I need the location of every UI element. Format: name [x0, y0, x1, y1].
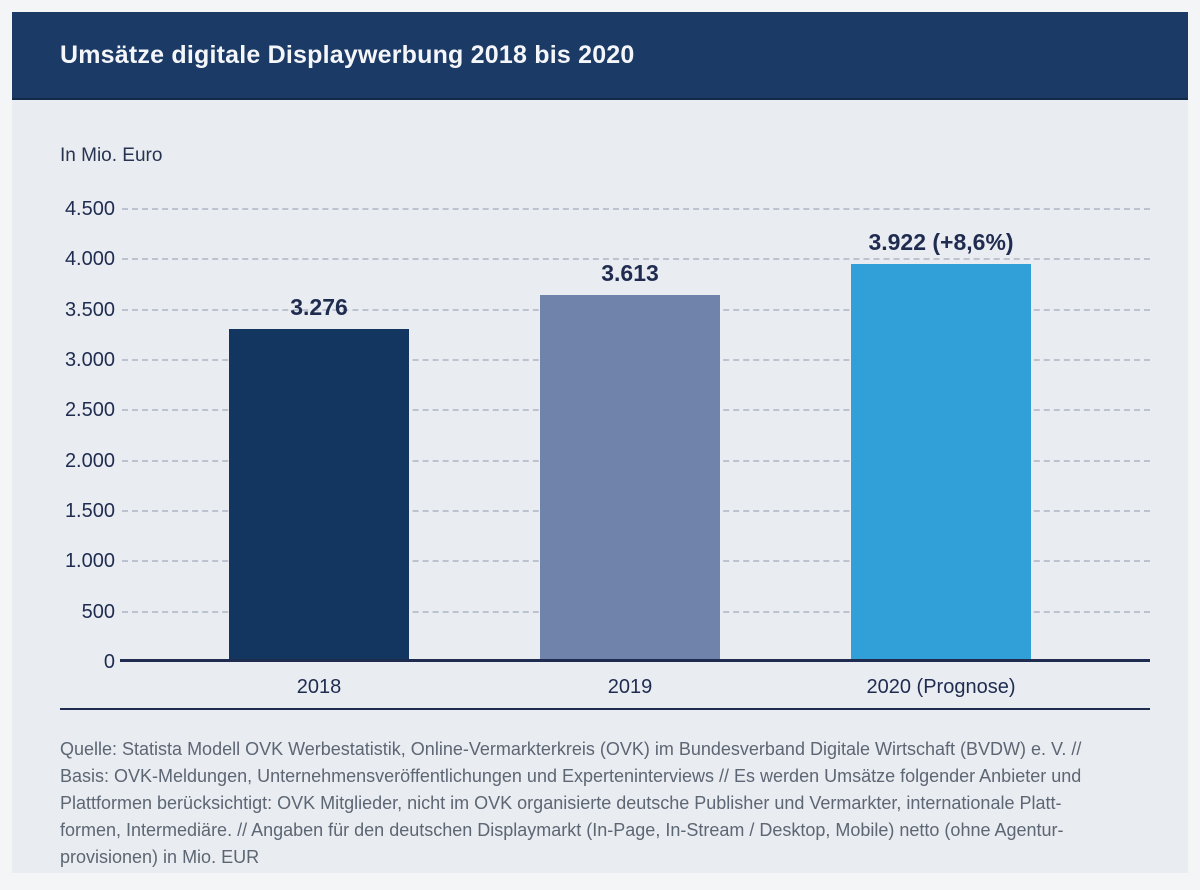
bar-value-label: 3.276 [290, 294, 348, 320]
y-axis-tick-label: 2.000 [64, 449, 115, 472]
infographic-frame: Umsätze digitale Displaywerbung 2018 bis… [12, 12, 1188, 875]
y-axis-tick-label: 4.000 [64, 248, 115, 271]
bar-value-label: 3.922 (+8,6%) [868, 229, 1014, 255]
y-axis-unit-label: In Mio. Euro [60, 145, 163, 166]
source-note-line: Quelle: Statista Modell OVK Werbestatist… [60, 739, 1082, 759]
y-axis-tick-label: 3.500 [64, 298, 115, 321]
y-axis-tick-label: 4.500 [64, 198, 115, 220]
chart-title: Umsätze digitale Displaywerbung 2018 bis… [60, 40, 635, 69]
bar-2019 [540, 295, 720, 659]
y-axis-tick-label: 2.500 [64, 399, 115, 422]
gridline [122, 258, 1150, 261]
source-note-line: provisionen) in Mio. EUR [60, 847, 260, 867]
y-axis-tick-label: 1.000 [64, 550, 115, 573]
source-note-line: Plattformen berücksichtigt: OVK Mitglied… [60, 793, 1062, 813]
y-axis-tick-label: 500 [81, 600, 115, 623]
x-axis-tick-label: 2019 [607, 676, 653, 698]
y-axis-tick-label: 1.500 [64, 500, 115, 522]
bar-value-label: 3.613 [601, 260, 659, 286]
chart-panel: In Mio. Euro 3.276 3.613 3.922 (+8,6%) 0 50… [12, 100, 1188, 873]
bar-2018 [229, 329, 409, 659]
source-note-line: Basis: OVK-Meldungen, Unternehmensveröff… [60, 766, 1082, 786]
bar-2020-prognose- [851, 264, 1031, 659]
y-axis-tick-label: 3.000 [64, 349, 115, 371]
y-axis-tick-label: 0 [103, 651, 115, 673]
footer-separator-line [60, 708, 1150, 710]
source-note-line: formen, Intermediäre. // Angaben für den… [60, 820, 1064, 840]
plot-area: 3.276 3.613 3.922 (+8,6%) [120, 208, 1150, 662]
chart-header: Umsätze digitale Displaywerbung 2018 bis… [12, 12, 1188, 100]
x-axis-tick-label: 2018 [296, 676, 342, 698]
gridline [122, 208, 1150, 210]
source-note: Quelle: Statista Modell OVK Werbestatist… [60, 736, 1160, 871]
x-axis-tick-label: 2020 (Prognose) [866, 676, 1016, 698]
